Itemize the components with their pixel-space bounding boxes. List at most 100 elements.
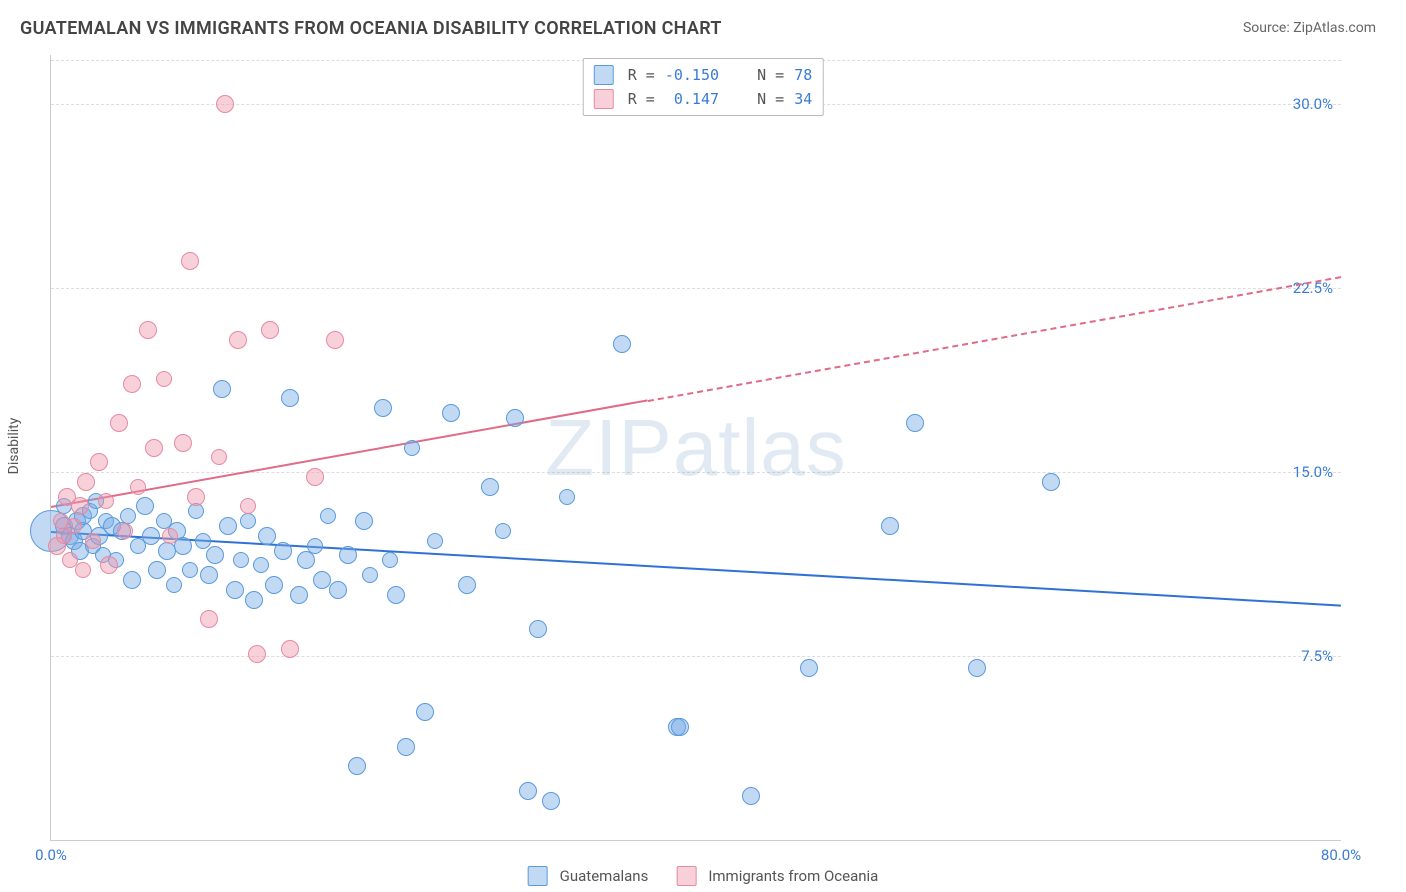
- scatter-point: [313, 571, 331, 589]
- scatter-point: [120, 508, 136, 524]
- legend-label-b: Immigrants from Oceania: [708, 867, 878, 885]
- scatter-point: [559, 489, 575, 505]
- y-tick-label: 15.0%: [1293, 463, 1333, 481]
- scatter-point: [200, 610, 218, 628]
- scatter-point: [397, 738, 415, 756]
- scatter-point: [148, 561, 166, 579]
- scatter-point: [320, 508, 336, 524]
- scatter-point: [326, 331, 344, 349]
- scatter-point: [281, 389, 299, 407]
- scatter-point: [261, 321, 279, 339]
- scatter-point: [306, 468, 324, 486]
- scatter-point: [742, 787, 760, 805]
- scatter-point: [274, 542, 292, 560]
- scatter-point: [166, 577, 182, 593]
- scatter-point: [174, 434, 192, 452]
- scatter-point: [66, 518, 82, 534]
- scatter-point: [613, 335, 631, 353]
- scatter-point: [195, 533, 211, 549]
- scatter-point: [339, 546, 357, 564]
- x-tick-label: 80.0%: [1321, 846, 1361, 864]
- scatter-point: [382, 552, 398, 568]
- scatter-point: [206, 546, 224, 564]
- scatter-point: [162, 528, 178, 544]
- gridline: [51, 288, 1341, 289]
- scatter-point: [245, 591, 263, 609]
- scatter-point: [136, 497, 154, 515]
- legend-n-label: N =: [757, 63, 784, 87]
- scatter-point: [404, 440, 420, 456]
- scatter-point: [529, 620, 547, 638]
- scatter-point: [906, 414, 924, 432]
- scatter-point: [542, 792, 560, 810]
- scatter-point: [142, 527, 160, 545]
- scatter-point: [374, 399, 392, 417]
- scatter-point: [348, 757, 366, 775]
- scatter-point: [85, 533, 101, 549]
- scatter-point: [416, 703, 434, 721]
- scatter-point: [213, 380, 231, 398]
- scatter-point: [188, 503, 204, 519]
- scatter-point: [248, 645, 266, 663]
- y-axis-label: Disability: [6, 418, 22, 475]
- scatter-point: [427, 533, 443, 549]
- legend-swatch-b: [594, 89, 614, 109]
- chart-title: GUATEMALAN VS IMMIGRANTS FROM OCEANIA DI…: [20, 18, 722, 39]
- legend-swatch-a: [594, 65, 614, 85]
- source-label: Source: ZipAtlas.com: [1243, 20, 1376, 36]
- scatter-point: [90, 453, 108, 471]
- y-tick-label: 7.5%: [1301, 647, 1333, 665]
- scatter-point: [117, 523, 133, 539]
- x-tick-label: 0.0%: [35, 846, 67, 864]
- scatter-point: [145, 439, 163, 457]
- scatter-point: [307, 538, 323, 554]
- scatter-point: [387, 586, 405, 604]
- scatter-point: [240, 513, 256, 529]
- scatter-point: [219, 517, 237, 535]
- scatter-point: [968, 659, 986, 677]
- scatter-point: [75, 562, 91, 578]
- scatter-point: [519, 782, 537, 800]
- scatter-point: [495, 523, 511, 539]
- scatter-point: [233, 552, 249, 568]
- scatter-point: [139, 321, 157, 339]
- trend-line: [51, 531, 1341, 607]
- legend-swatch-a: [528, 866, 548, 886]
- scatter-point: [156, 371, 172, 387]
- scatter-point: [481, 478, 499, 496]
- scatter-point: [130, 479, 146, 495]
- scatter-point: [458, 576, 476, 594]
- scatter-point: [181, 252, 199, 270]
- trend-line: [647, 276, 1341, 402]
- scatter-point: [216, 95, 234, 113]
- scatter-point: [881, 517, 899, 535]
- legend-r-label: R =: [628, 87, 655, 111]
- legend-n-value-b: 34: [794, 87, 812, 111]
- scatter-point: [265, 576, 283, 594]
- scatter-point: [77, 473, 95, 491]
- scatter-point: [211, 449, 227, 465]
- scatter-point: [281, 640, 299, 658]
- scatter-point: [100, 556, 118, 574]
- legend-n-label: N =: [757, 87, 784, 111]
- scatter-point: [123, 571, 141, 589]
- legend-label-a: Guatemalans: [560, 867, 649, 885]
- scatter-point: [506, 409, 524, 427]
- plot-area: ZIPatlas 7.5%15.0%22.5%30.0%0.0%80.0%: [50, 55, 1341, 841]
- legend-swatch-b: [676, 866, 696, 886]
- y-tick-label: 30.0%: [1293, 95, 1333, 113]
- scatter-point: [98, 493, 114, 509]
- scatter-point: [258, 527, 276, 545]
- legend-r-value-b: 0.147: [665, 87, 719, 111]
- series-legend: Guatemalans Immigrants from Oceania: [528, 866, 879, 886]
- scatter-point: [226, 581, 244, 599]
- scatter-point: [297, 551, 315, 569]
- scatter-point: [329, 581, 347, 599]
- scatter-point: [1042, 473, 1060, 491]
- gridline: [51, 656, 1341, 657]
- correlation-legend: R = -0.150 N = 78 R = 0.147 N = 34: [583, 58, 824, 116]
- scatter-point: [240, 498, 256, 514]
- scatter-point: [362, 567, 378, 583]
- scatter-point: [290, 586, 308, 604]
- scatter-point: [200, 566, 218, 584]
